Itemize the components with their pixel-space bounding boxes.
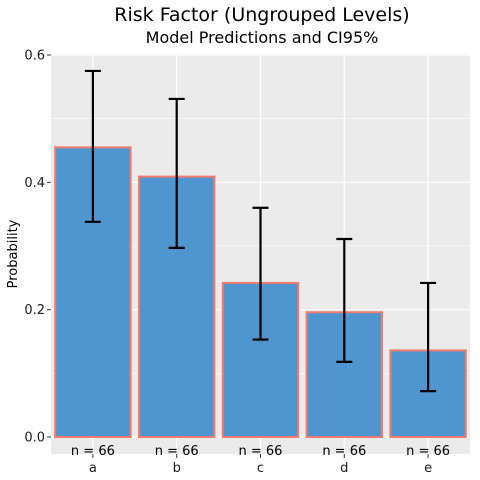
x-tick-label-a: a xyxy=(89,461,97,476)
y-tick-label: 0.4 xyxy=(24,176,45,191)
count-label-b: n = 66 xyxy=(155,444,199,459)
x-tick-label-b: b xyxy=(173,461,181,476)
count-label-e: n = 66 xyxy=(406,444,450,459)
x-tick-label-d: d xyxy=(340,461,348,476)
error-bars xyxy=(84,69,437,393)
count-labels: n = 66 n = 66 n = 66 n = 66 n = 66 xyxy=(71,444,450,459)
error-bar-c xyxy=(252,206,269,341)
y-tick-label: 0.0 xyxy=(24,431,45,446)
y-axis: 0.0 0.2 0.4 0.6 xyxy=(24,49,51,446)
x-tick-label-c: c xyxy=(257,461,264,476)
y-tick-label: 0.2 xyxy=(24,303,45,318)
error-bar-b xyxy=(168,97,185,250)
count-label-c: n = 66 xyxy=(239,444,283,459)
bars xyxy=(54,146,467,439)
x-axis: a b c d e xyxy=(89,454,432,476)
x-tick-label-e: e xyxy=(424,461,432,476)
chart-subtitle: Model Predictions and CI95% xyxy=(146,28,379,47)
count-label-d: n = 66 xyxy=(322,444,366,459)
y-tick-label: 0.6 xyxy=(24,49,45,64)
y-axis-title: Probability xyxy=(6,219,21,288)
error-bar-a xyxy=(84,69,101,223)
count-label-a: n = 66 xyxy=(71,444,115,459)
error-bar-d xyxy=(336,237,353,363)
error-bar-e xyxy=(420,281,437,393)
chart-title: Risk Factor (Ungrouped Levels) xyxy=(114,4,409,26)
